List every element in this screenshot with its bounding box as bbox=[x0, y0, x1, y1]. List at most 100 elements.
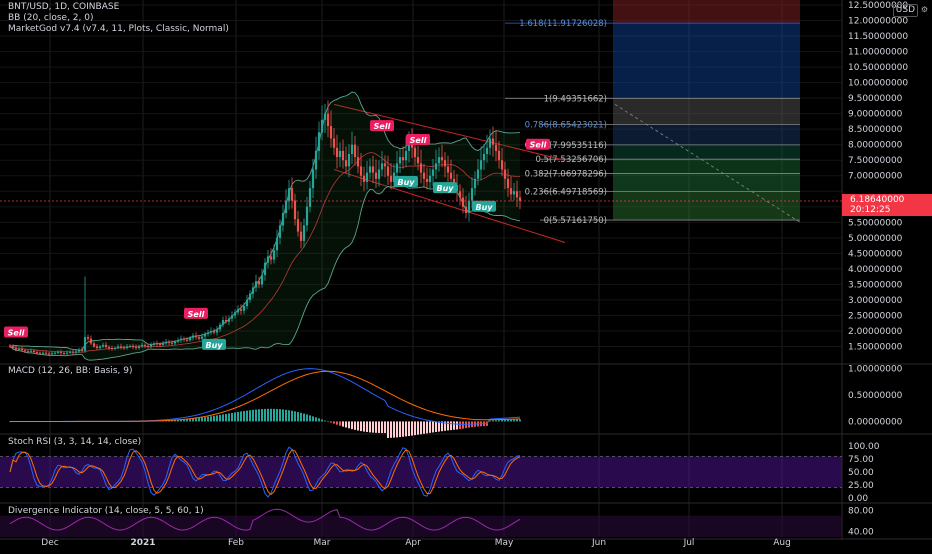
candle bbox=[398, 148, 402, 173]
macd-legend[interactable]: MACD (12, 26, BB: Basis, 9) bbox=[8, 366, 133, 376]
candle-body bbox=[170, 342, 174, 344]
candle-body bbox=[290, 188, 294, 201]
candle bbox=[98, 344, 102, 350]
candle bbox=[197, 334, 201, 341]
price-tick-label: 11.00000000 bbox=[848, 48, 908, 58]
candle bbox=[449, 159, 453, 187]
price-tick-label: 2.00000000 bbox=[848, 327, 903, 337]
candle bbox=[365, 160, 369, 190]
price-tick-label: 10.00000000 bbox=[848, 79, 908, 89]
candle-body bbox=[62, 352, 66, 354]
divergence-legend[interactable]: Divergence Indicator (14, close, 5, 5, 6… bbox=[8, 506, 204, 516]
macd-histogram-bar bbox=[465, 421, 467, 429]
signal-label: Buy bbox=[205, 341, 223, 350]
macd-histogram-bar bbox=[297, 412, 299, 422]
macd-histogram-bar bbox=[501, 420, 503, 422]
price-tick-label: 4.00000000 bbox=[848, 265, 903, 275]
candle bbox=[221, 316, 225, 328]
candle bbox=[473, 171, 477, 196]
candle bbox=[95, 344, 99, 351]
candle-body bbox=[413, 147, 417, 158]
candle-body bbox=[200, 336, 204, 339]
candle-body bbox=[188, 337, 192, 341]
macd-histogram-bar bbox=[348, 421, 350, 429]
div-tick-label: 40.00 bbox=[848, 528, 874, 538]
marketgod-legend[interactable]: MarketGod v7.4 (v7.4, 11, Plots, Classic… bbox=[8, 24, 229, 34]
candle bbox=[494, 130, 498, 162]
macd-histogram-bar bbox=[369, 421, 371, 433]
candle bbox=[305, 196, 309, 232]
macd-histogram-bar bbox=[261, 409, 263, 422]
time-tick-label: Jun bbox=[591, 538, 606, 548]
macd-histogram-bar bbox=[312, 416, 314, 422]
candle bbox=[116, 344, 120, 350]
fib-zone bbox=[613, 144, 800, 160]
stoch-tick-label: 75.00 bbox=[848, 455, 874, 465]
candle bbox=[86, 334, 90, 341]
candle bbox=[341, 139, 345, 169]
candle bbox=[194, 332, 198, 340]
candle bbox=[500, 147, 504, 177]
candle bbox=[62, 351, 66, 356]
candle bbox=[188, 335, 192, 342]
candle-body bbox=[518, 197, 522, 201]
candle bbox=[227, 315, 231, 326]
channel-lower bbox=[333, 169, 566, 243]
candle bbox=[269, 248, 273, 265]
candle bbox=[458, 184, 462, 206]
candles bbox=[8, 100, 522, 357]
macd-histogram-bar bbox=[366, 421, 368, 433]
candle-body bbox=[392, 172, 396, 182]
candle-body bbox=[11, 346, 15, 349]
candle-body bbox=[479, 160, 483, 170]
macd-histogram-bar bbox=[456, 421, 458, 430]
buy-signal: Buy bbox=[472, 200, 496, 212]
currency-label[interactable]: USD bbox=[892, 4, 918, 17]
candle bbox=[350, 131, 354, 165]
macd-histogram-bar bbox=[216, 415, 218, 422]
candle bbox=[491, 126, 495, 157]
candle bbox=[377, 160, 381, 187]
candle bbox=[74, 348, 78, 355]
stoch-legend[interactable]: Stoch RSI (3, 3, 14, 14, close) bbox=[8, 437, 142, 447]
candle bbox=[209, 327, 213, 335]
candle bbox=[389, 162, 393, 190]
candle bbox=[281, 204, 285, 232]
candle bbox=[515, 180, 519, 207]
candle-body bbox=[353, 144, 357, 158]
time-tick-label: May bbox=[495, 538, 514, 548]
candle-body bbox=[395, 163, 399, 173]
macd-histogram-bar bbox=[336, 421, 338, 425]
macd-histogram-bar bbox=[459, 421, 461, 430]
candle-body bbox=[107, 347, 111, 349]
candle bbox=[263, 258, 267, 281]
candle bbox=[203, 331, 207, 340]
candle-body bbox=[314, 150, 318, 170]
macd-pane: 1.00000000 0.50000000 0.00000000 bbox=[9, 365, 903, 438]
candle-body bbox=[236, 309, 240, 313]
price-tick-label: 2.50000000 bbox=[848, 311, 903, 321]
fib-level-label: 0(5.57161750) bbox=[544, 216, 607, 226]
candle-body bbox=[152, 343, 156, 345]
macd-histogram-bar bbox=[393, 421, 395, 438]
bb-legend[interactable]: BB (20, close, 2, 0) bbox=[8, 13, 94, 23]
candle-body bbox=[326, 113, 330, 127]
symbol-legend[interactable]: BNT/USD, 1D, COINBASE bbox=[8, 2, 120, 12]
candle bbox=[11, 344, 15, 351]
candle-body bbox=[308, 188, 312, 207]
candle-body bbox=[230, 315, 234, 319]
stoch-tick-label: 50.00 bbox=[848, 468, 874, 478]
macd-histogram-bar bbox=[330, 421, 332, 423]
macd-histogram-bar bbox=[432, 421, 434, 433]
candle bbox=[122, 345, 126, 350]
macd-histogram-bar bbox=[462, 421, 464, 429]
candle-body bbox=[341, 150, 345, 161]
candle bbox=[344, 146, 348, 174]
candle bbox=[314, 136, 318, 179]
gear-icon[interactable]: ⚙ bbox=[920, 5, 928, 14]
candle-body bbox=[284, 200, 288, 213]
bb-fill bbox=[10, 92, 520, 361]
macd-histogram-bar bbox=[264, 408, 266, 422]
